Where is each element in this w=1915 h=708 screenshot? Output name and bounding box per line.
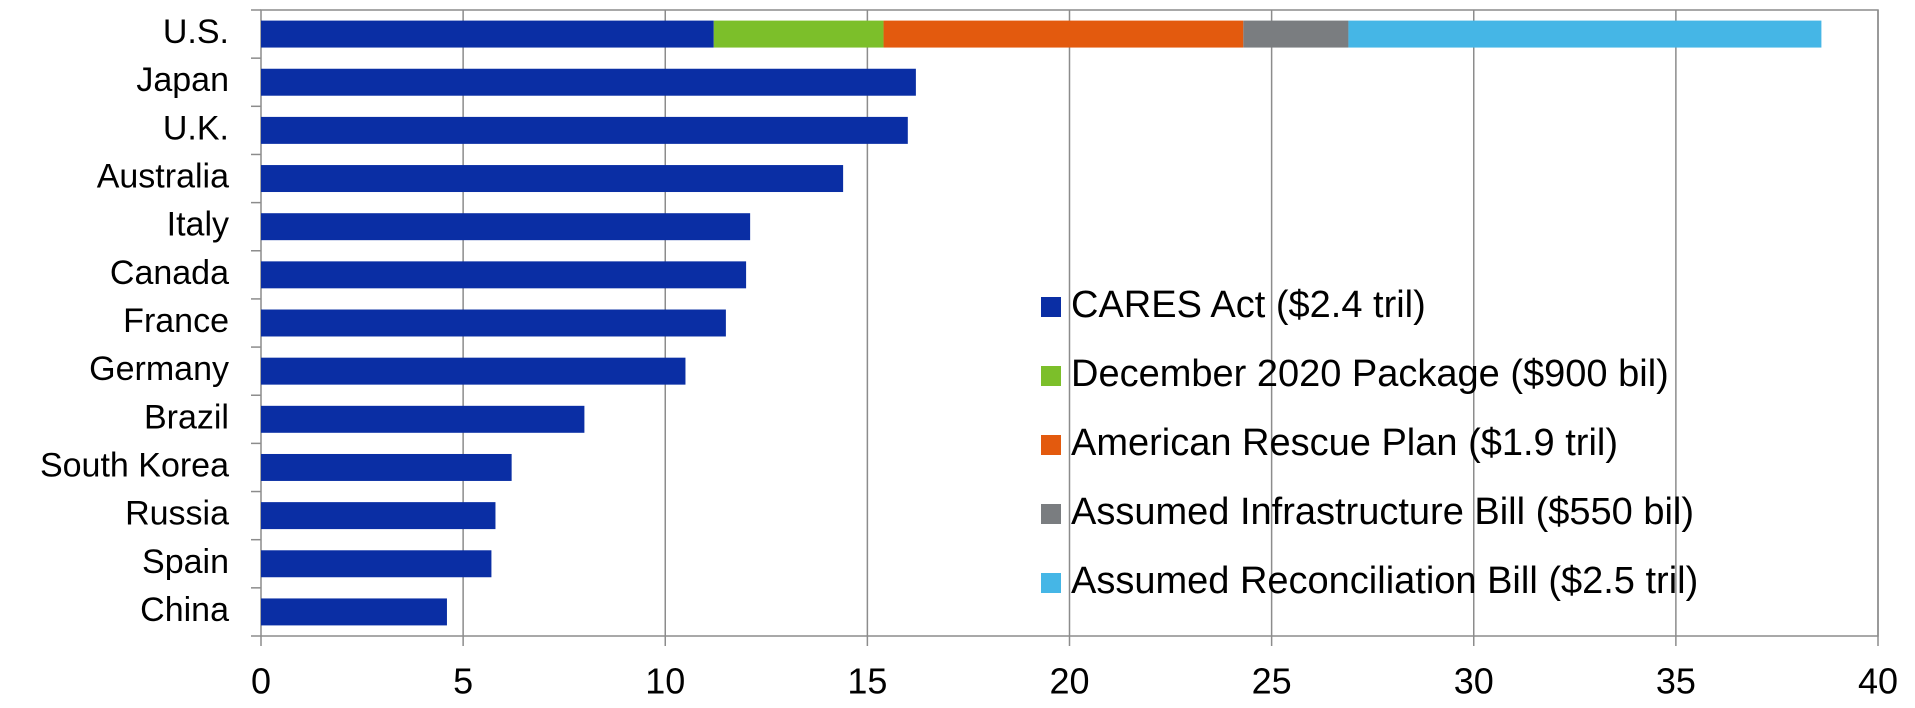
bar-segment	[261, 165, 844, 193]
x-tick-label: 30	[1454, 661, 1494, 702]
y-tick-label: U.K.	[163, 109, 229, 147]
y-tick-label: U.S.	[163, 13, 229, 51]
x-tick-label: 25	[1252, 661, 1292, 702]
legend-label: December 2020 Package ($900 bil)	[1071, 353, 1669, 395]
y-tick-label: Australia	[97, 158, 229, 196]
x-tick-label: 40	[1858, 661, 1898, 702]
legend-swatch	[1041, 504, 1061, 524]
bar-segment	[1243, 20, 1349, 48]
bar-segment	[261, 213, 751, 241]
legend-swatch	[1041, 366, 1061, 386]
bar-segment	[261, 357, 686, 385]
x-tick-label: 15	[847, 661, 887, 702]
legend-swatch	[1041, 573, 1061, 593]
x-tick-label: 5	[453, 661, 473, 702]
bar-segment	[261, 598, 447, 626]
bar-segment	[261, 502, 496, 530]
bar-segment	[261, 68, 916, 96]
x-tick-label: 35	[1656, 661, 1696, 702]
legend-swatch	[1041, 297, 1061, 317]
legend-label: Assumed Infrastructure Bill ($550 bil)	[1071, 491, 1694, 533]
legend-label: American Rescue Plan ($1.9 tril)	[1071, 422, 1618, 464]
y-tick-label: Russia	[125, 495, 229, 533]
y-tick-label: Germany	[89, 350, 229, 388]
y-tick-label: France	[123, 302, 229, 340]
y-tick-label: Japan	[136, 61, 229, 99]
bar-segment	[713, 20, 884, 48]
bar-segment	[261, 261, 747, 289]
bar-segment	[261, 116, 908, 144]
y-tick-label: China	[140, 591, 229, 629]
y-tick-label: Spain	[142, 543, 229, 581]
legend-label: CARES Act ($2.4 tril)	[1071, 284, 1426, 326]
bar-segment	[261, 20, 714, 48]
legend-swatch	[1041, 435, 1061, 455]
y-tick-label: Brazil	[144, 398, 229, 436]
bar-segment	[883, 20, 1244, 48]
x-tick-label: 10	[645, 661, 685, 702]
bar-segment	[261, 550, 492, 578]
y-tick-label: Italy	[167, 206, 229, 244]
y-tick-label: Canada	[110, 254, 229, 292]
y-tick-label: South Korea	[40, 446, 229, 484]
bar-segment	[1348, 20, 1822, 48]
bar-segment	[261, 405, 585, 433]
legend-label: Assumed Reconciliation Bill ($2.5 tril)	[1071, 560, 1698, 602]
x-tick-label: 20	[1049, 661, 1089, 702]
bar-segment	[261, 453, 512, 481]
bar-segment	[261, 309, 726, 337]
x-tick-label: 0	[251, 661, 271, 702]
